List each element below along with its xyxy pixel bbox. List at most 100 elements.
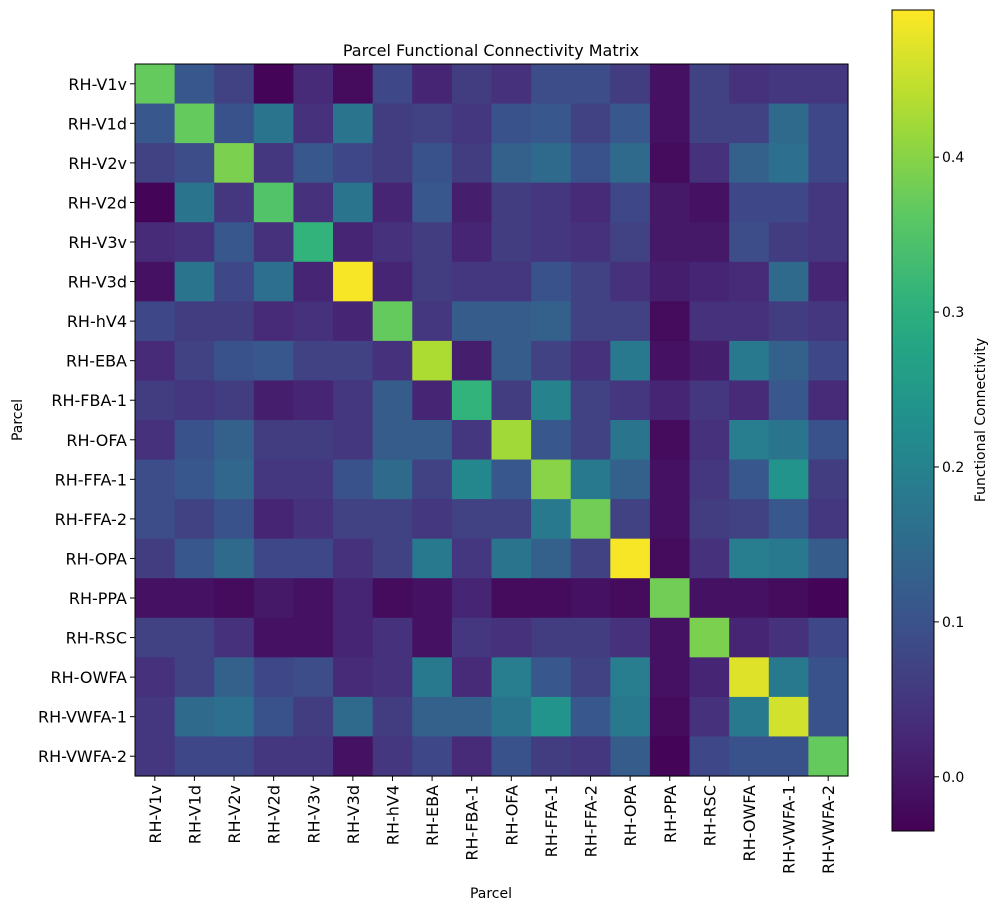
heatmap-cell	[531, 420, 572, 461]
heatmap-cell	[293, 340, 334, 382]
heatmap-cell	[293, 222, 334, 263]
heatmap-cell	[649, 261, 691, 302]
heatmap-cell	[689, 696, 730, 738]
heatmap-cell	[451, 657, 493, 698]
heatmap-cell	[768, 143, 809, 184]
heatmap-cell	[451, 380, 493, 421]
heatmap-cell	[372, 222, 413, 263]
x-tick-label: RH-OFA	[502, 785, 521, 846]
heatmap-cell	[372, 64, 413, 105]
heatmap-cell	[531, 617, 572, 658]
heatmap-cell	[333, 459, 374, 500]
heatmap-cell	[729, 301, 770, 342]
heatmap-cell	[649, 696, 691, 738]
heatmap-cell	[293, 696, 334, 738]
colorbar-tick-label: 0.0	[942, 770, 964, 786]
heatmap-cell	[491, 657, 532, 698]
x-tick-label: RH-FFA-1	[542, 785, 561, 857]
heatmap-cell	[174, 261, 215, 302]
heatmap-cell	[531, 222, 572, 263]
heatmap-cell	[491, 64, 532, 105]
heatmap-cell	[689, 182, 730, 223]
heatmap-cell	[491, 380, 532, 421]
heatmap-cell	[174, 103, 215, 144]
heatmap-cell	[491, 736, 532, 777]
heatmap-cell	[570, 696, 611, 738]
heatmap-cell	[253, 420, 295, 461]
heatmap-cell	[293, 420, 334, 461]
heatmap-cell	[610, 459, 651, 500]
heatmap-cell	[649, 340, 691, 382]
heatmap-cell	[808, 380, 849, 421]
heatmap-cell	[333, 64, 374, 105]
heatmap-cell	[729, 420, 770, 461]
heatmap-cell	[689, 261, 730, 302]
heatmap-cell	[372, 578, 413, 619]
heatmap-cell	[135, 64, 176, 105]
heatmap-cell	[491, 459, 532, 500]
heatmap-cell	[293, 459, 334, 500]
heatmap-cell	[135, 301, 176, 342]
heatmap-cell	[808, 617, 849, 658]
heatmap-cell	[649, 222, 691, 263]
heatmap-cell	[808, 64, 849, 105]
heatmap-cell	[412, 380, 453, 421]
heatmap-cell	[293, 261, 334, 302]
heatmap-cell	[372, 538, 413, 579]
heatmap-cell	[412, 459, 453, 500]
heatmap-cell	[768, 617, 809, 658]
heatmap-cell	[649, 578, 691, 619]
heatmap-cell	[531, 657, 572, 698]
colorbar-tick-label: 0.1	[942, 615, 964, 631]
heatmap-cell	[135, 143, 176, 184]
heatmap-cell	[570, 143, 611, 184]
x-tick-label: RH-hV4	[383, 785, 402, 845]
heatmap-cell	[531, 340, 572, 382]
heatmap-cell	[333, 657, 374, 698]
heatmap-cell	[253, 617, 295, 658]
heatmap-cell	[768, 696, 809, 738]
heatmap-cell	[372, 301, 413, 342]
heatmap-cell	[214, 420, 255, 461]
heatmap-cell	[768, 380, 809, 421]
heatmap-cell	[412, 222, 453, 263]
colorbar-tick-label: 0.3	[942, 305, 964, 321]
y-axis-label: Parcel	[10, 399, 26, 441]
heatmap-cell	[412, 261, 453, 302]
heatmap-cell	[135, 420, 176, 461]
heatmap-cell	[214, 261, 255, 302]
heatmap-cell	[412, 736, 453, 777]
heatmap-cell	[610, 222, 651, 263]
heatmap-cell	[135, 182, 176, 223]
heatmap-cell	[293, 64, 334, 105]
heatmap-cell	[253, 182, 295, 223]
heatmap-cell	[570, 538, 611, 579]
heatmap-cell	[214, 538, 255, 579]
y-tick-label: RH-FFA-2	[55, 510, 127, 529]
y-tick-label: RH-V2d	[68, 193, 127, 212]
heatmap-cell	[531, 261, 572, 302]
heatmap-cell	[768, 420, 809, 461]
heatmap-cell	[491, 261, 532, 302]
heatmap-cell	[491, 617, 532, 658]
heatmap-cell	[372, 617, 413, 658]
heatmap-cell	[293, 380, 334, 421]
heatmap-cell	[253, 538, 295, 579]
heatmap-cell	[649, 143, 691, 184]
heatmap-cell	[570, 380, 611, 421]
heatmap-cell	[214, 617, 255, 658]
heatmap-cell	[135, 617, 176, 658]
heatmap-cell	[689, 578, 730, 619]
heatmap-cell	[293, 578, 334, 619]
heatmap-cell	[729, 459, 770, 500]
heatmap-cell	[174, 736, 215, 777]
heatmap-cell	[333, 103, 374, 144]
heatmap-cell	[649, 538, 691, 579]
heatmap-cell	[570, 222, 611, 263]
heatmap-cell	[451, 261, 493, 302]
heatmap-cell	[689, 657, 730, 698]
y-tick-label: RH-V1v	[68, 75, 127, 94]
heatmap-cell	[729, 340, 770, 382]
heatmap-cell	[649, 499, 691, 540]
